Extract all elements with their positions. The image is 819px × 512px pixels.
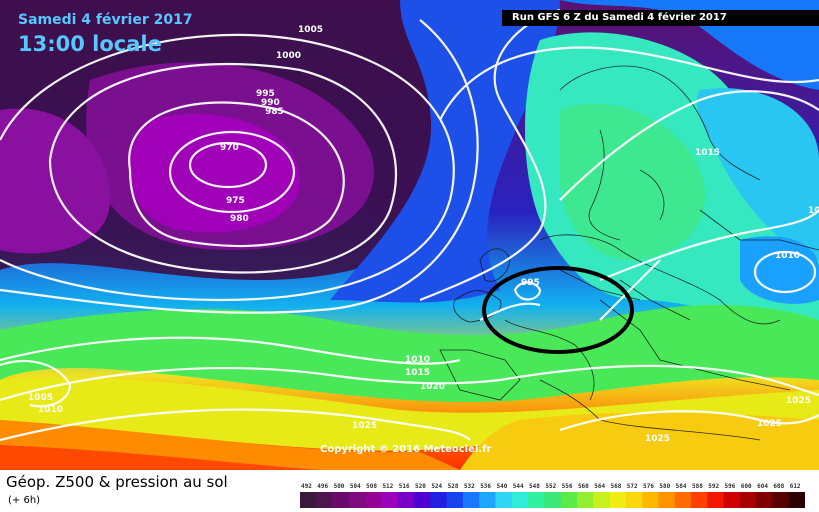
isobar-label: 1025 (786, 396, 811, 406)
low-pressure-circle (482, 266, 634, 354)
colorscale-value: 496 (317, 483, 328, 490)
colorscale-swatch (593, 492, 611, 508)
colorscale-value: 552 (545, 483, 556, 490)
colorscale-value: 564 (594, 483, 605, 490)
isobar-label: 1005 (298, 25, 323, 35)
isobar-label: 1010 (38, 405, 63, 415)
map-date-title: Samedi 4 février 2017 (18, 12, 193, 28)
isobar-label: 1015 (405, 368, 430, 378)
colorscale-value: 528 (448, 483, 459, 490)
copyright-notice: Copyright © 2016 Meteociel.fr (320, 444, 492, 455)
colorscale-swatch (381, 492, 399, 508)
colorscale-value: 508 (366, 483, 377, 490)
colorscale-swatch (576, 492, 594, 508)
colorscale-swatch (739, 492, 757, 508)
map-time-title: 13:00 locale (18, 32, 162, 56)
model-run-label: Run GFS 6 Z du Samedi 4 février 2017 (502, 10, 819, 26)
isobar-label: 975 (226, 196, 245, 206)
colorscale-value: 520 (415, 483, 426, 490)
colorscale-value: 580 (659, 483, 670, 490)
colorscale-swatch (414, 492, 431, 508)
colorscale-value: 596 (725, 483, 736, 490)
colorscale-value: 560 (578, 483, 589, 490)
colorscale-value: 568 (611, 483, 622, 490)
isobar-label: 1010 (405, 355, 430, 365)
colorscale-bar (300, 492, 805, 508)
colorscale-value: 576 (643, 483, 654, 490)
colorscale-swatch (397, 492, 415, 508)
colorscale-value: 588 (692, 483, 703, 490)
colorscale-swatch (560, 492, 578, 508)
legend-title: Géop. Z500 & pression au sol (6, 473, 228, 491)
isobar-label: 1010 (775, 251, 800, 261)
colorscale-swatch (479, 492, 496, 508)
colorscale-swatch (495, 492, 513, 508)
colorscale-swatch (690, 492, 708, 508)
colorscale-value: 612 (790, 483, 801, 490)
colorscale-swatch (609, 492, 627, 508)
colorscale-value: 540 (496, 483, 507, 490)
isobar-label: 990 (261, 98, 280, 108)
colorscale-swatch (348, 492, 366, 508)
colorscale-swatch (625, 492, 643, 508)
colorscale-swatch (528, 492, 545, 508)
colorscale-value: 536 (480, 483, 491, 490)
isobar-label: 1005 (28, 393, 53, 403)
colorscale-value: 592 (708, 483, 719, 490)
isobar-label: 980 (230, 214, 249, 224)
colorscale-swatch (316, 492, 334, 508)
isobar-label: 995 (521, 278, 540, 288)
colorscale-swatch (446, 492, 464, 508)
colorscale-value: 516 (399, 483, 410, 490)
colorscale-value: 512 (382, 483, 393, 490)
map-canvas: 1005 1000 995 990 985 970 975 980 995 10… (0, 0, 819, 470)
colorscale-value: 584 (676, 483, 687, 490)
isobar-label: 1025 (645, 434, 670, 444)
isobar-label: 1015 (695, 148, 720, 158)
isobar-label: 985 (265, 107, 284, 117)
isobar-label: 10 (808, 206, 819, 216)
colorscale-swatch (756, 492, 773, 508)
colorscale-swatch (707, 492, 725, 508)
colorscale-swatch (430, 492, 448, 508)
colorscale-swatch (642, 492, 659, 508)
colorscale-value: 572 (627, 483, 638, 490)
legend-subtitle: (+ 6h) (8, 495, 41, 506)
weather-map: 1005 1000 995 990 985 970 975 980 995 10… (0, 0, 819, 470)
colorscale-value: 556 (562, 483, 573, 490)
colorscale-swatch (511, 492, 529, 508)
colorscale-swatch (462, 492, 480, 508)
colorscale-value: 604 (757, 483, 768, 490)
colorscale-swatch (544, 492, 562, 508)
colorscale-swatch (658, 492, 676, 508)
colorscale-labels: 492 496 500 504 508 512 516 520 524 528 532 536 540 5… (301, 483, 801, 490)
colorscale-swatch (772, 492, 790, 508)
isobar-label: 1000 (276, 51, 301, 61)
colorscale-value: 500 (334, 483, 345, 490)
isobar-label: 970 (220, 143, 239, 153)
legend-footer: Géop. Z500 & pression au sol (+ 6h) 492 4… (0, 470, 819, 512)
isobar-label: 1025 (352, 421, 377, 431)
colorscale-value: 544 (513, 483, 524, 490)
isobar-label: 1020 (420, 382, 445, 392)
colorscale-value: 548 (529, 483, 540, 490)
isobar-label: 1025 (757, 419, 782, 429)
colorscale-swatch (788, 492, 805, 508)
colorscale-swatch (365, 492, 382, 508)
colorscale-value: 492 (301, 483, 312, 490)
colorscale-swatch (674, 492, 692, 508)
colorscale-swatch (300, 492, 317, 508)
colorscale-value: 608 (773, 483, 784, 490)
colorscale-value: 532 (464, 483, 475, 490)
colorscale-value: 504 (350, 483, 361, 490)
colorscale-value: 600 (741, 483, 752, 490)
isobar-label: 995 (256, 89, 275, 99)
colorscale-swatch (332, 492, 350, 508)
colorscale-swatch (723, 492, 741, 508)
colorscale-value: 524 (431, 483, 442, 490)
